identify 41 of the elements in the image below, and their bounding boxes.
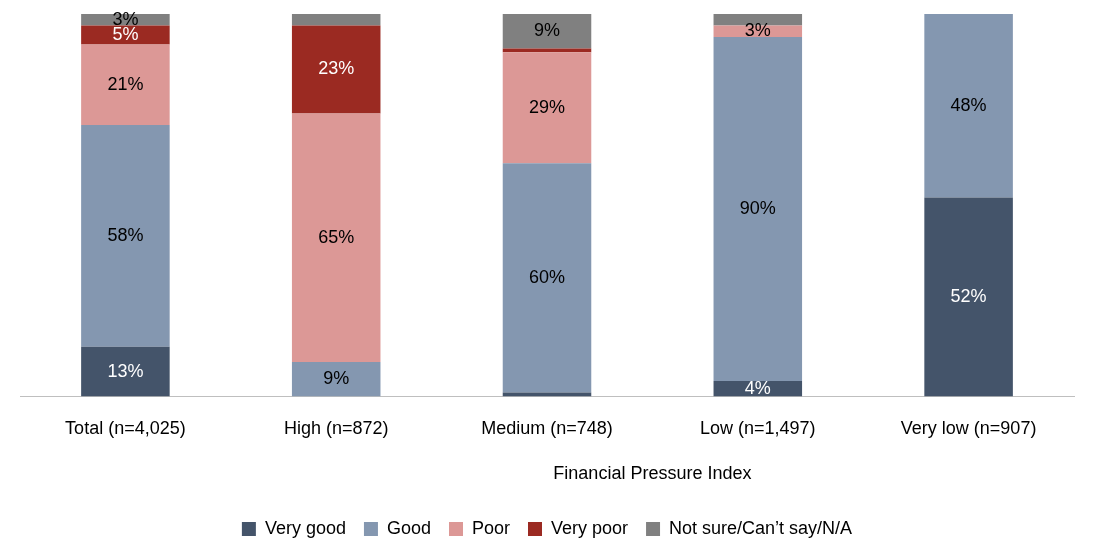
x-tick-label: Low (n=1,497) (700, 418, 816, 439)
legend-label: Very good (264, 517, 346, 538)
data-label: 60% (528, 266, 566, 287)
bar (502, 163, 592, 393)
data-label: 3% (744, 20, 771, 41)
bar (502, 52, 592, 164)
bar (291, 113, 381, 362)
bar (924, 197, 1013, 397)
bar (291, 361, 381, 397)
x-tick-label: Total (n=4,025) (65, 418, 186, 439)
bar (502, 14, 592, 49)
data-label: 29% (528, 96, 566, 117)
data-label: 52% (950, 285, 987, 306)
data-label: 5% (112, 24, 139, 44)
data-label: 4% (744, 377, 771, 398)
x-tick-label: Very low (n=907) (900, 418, 1037, 439)
data-label: 23% (318, 58, 355, 79)
bar (291, 14, 381, 26)
legend-label: Good (386, 517, 431, 538)
text: Financial Pressure Index (553, 463, 752, 484)
legend-label: Not sure/Can’t say/N/A (669, 517, 853, 538)
data-label: 21% (107, 73, 144, 94)
data-label: 9% (533, 20, 561, 41)
data-label: 58% (107, 224, 144, 245)
bar (713, 36, 803, 382)
data-label: 13% (107, 360, 144, 381)
bar (81, 44, 170, 125)
data-label: 48% (950, 94, 987, 115)
x-tick-label: Medium (n=748) (481, 418, 613, 439)
data-label: 90% (739, 197, 776, 218)
x-tick-label: High (n=872) (283, 418, 389, 439)
bar (81, 124, 170, 347)
legend-label: Poor (471, 517, 511, 538)
bar (924, 14, 1013, 198)
bar (81, 25, 170, 45)
legend-label: Very poor (551, 517, 629, 538)
bar (81, 346, 170, 397)
data-label: 65% (318, 226, 355, 247)
data-label: 9% (323, 368, 350, 389)
bar (291, 25, 381, 114)
bar (502, 48, 592, 53)
